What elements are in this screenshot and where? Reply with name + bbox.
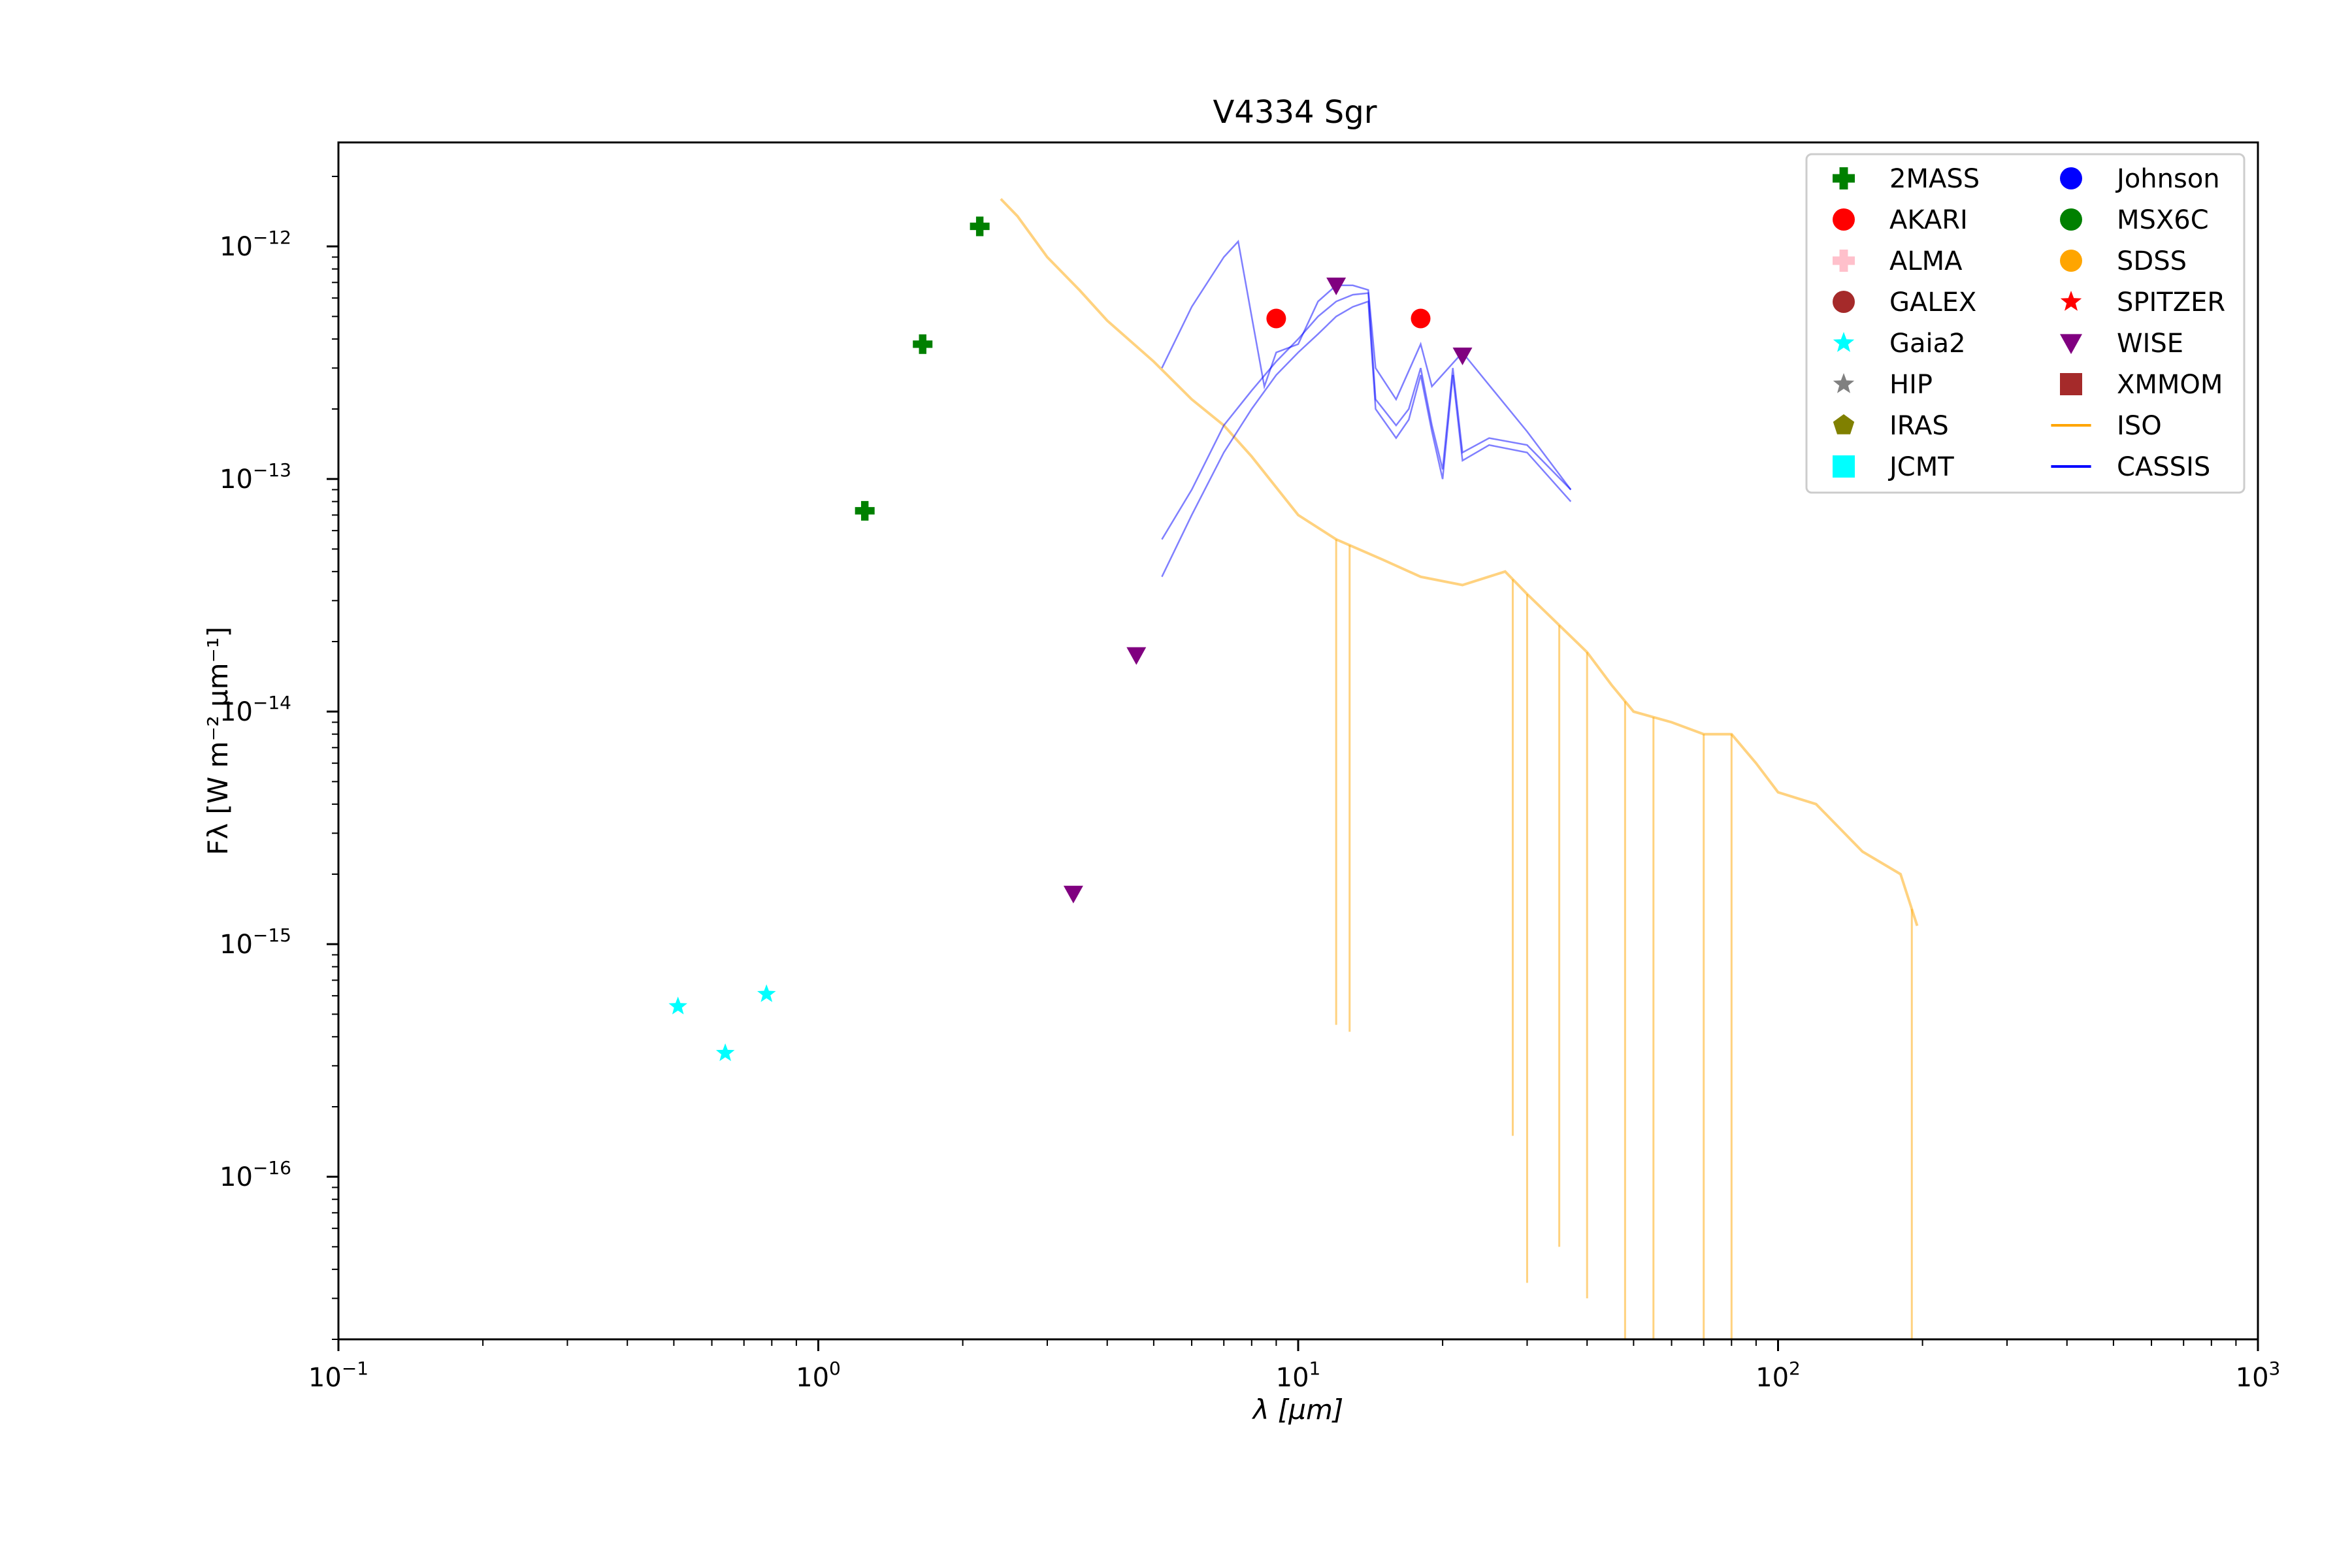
2mass-point (855, 500, 875, 521)
legend-marker (2060, 291, 2082, 311)
x-axis-label: λ [μm] (1252, 1394, 1344, 1426)
legend-marker (1833, 208, 1855, 231)
x-axis: 10−1 100 101 102 103 (308, 1339, 2280, 1393)
legend-label: IRAS (1889, 411, 1949, 441)
cassis-spectrum (1161, 300, 1572, 578)
legend-label: 2MASS (1889, 164, 1980, 194)
legend-marker (1833, 250, 1855, 272)
legend-label: XMMOM (2117, 370, 2223, 400)
legend-marker (1833, 167, 1855, 190)
gaia2-point (757, 984, 776, 1002)
legend-label: CASSIS (2117, 452, 2210, 482)
legend-marker (1833, 455, 1855, 478)
wise-point (1063, 885, 1083, 904)
wise-point (1326, 277, 1347, 295)
legend-label: WISE (2117, 329, 2183, 359)
legend-marker (2060, 334, 2082, 354)
plot-area (337, 141, 2259, 1341)
wise-point (1126, 647, 1147, 665)
2mass-point (970, 216, 990, 237)
gaia2-point (715, 1043, 735, 1062)
legend-marker (2060, 208, 2082, 231)
legend-label: ALMA (1889, 246, 1963, 276)
legend-marker (2060, 250, 2082, 272)
wise-point (1452, 347, 1473, 365)
legend-marker (1833, 291, 1855, 313)
chart-title: V4334 Sgr (1213, 94, 1377, 131)
gaia2-point (668, 996, 687, 1015)
legend-label: ISO (2117, 411, 2162, 441)
legend-box (1805, 153, 2246, 494)
legend-marker (1833, 373, 1855, 393)
iso-spectrum (1000, 198, 1919, 926)
legend-label: SDSS (2117, 246, 2187, 276)
legend-label: AKARI (1889, 205, 1968, 235)
2mass-point (913, 334, 933, 354)
akari-point (1411, 308, 1431, 329)
legend-marker (1833, 414, 1855, 434)
legend-label: Gaia2 (1889, 329, 1966, 359)
legend-marker (2060, 167, 2082, 189)
cassis-spectrum (1161, 292, 1572, 540)
akari-point (1266, 308, 1286, 329)
legend-marker (1833, 332, 1855, 352)
legend-label: JCMT (1887, 452, 1954, 482)
legend-label: GALEX (1889, 287, 1976, 318)
legend-marker (2060, 373, 2082, 395)
legend-label: HIP (1889, 370, 1933, 400)
y-axis-label: Fλ [W m⁻² μm⁻¹] (202, 627, 234, 855)
legend-label: MSX6C (2117, 205, 2209, 235)
legend-label: Johnson (2115, 164, 2220, 194)
legend: 2MASS AKARI ALMA GALEX Gaia2 HIP IRAS JCMT Johns… (1805, 153, 2246, 494)
legend-label: SPITZER (2117, 287, 2225, 318)
